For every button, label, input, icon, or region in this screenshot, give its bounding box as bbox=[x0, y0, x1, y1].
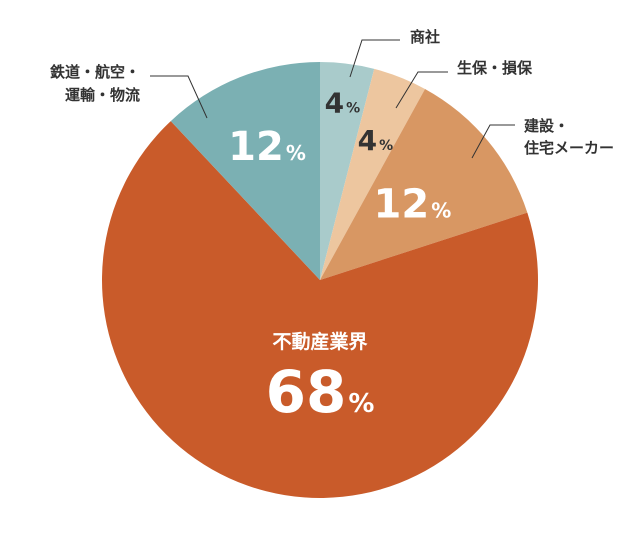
leader-line bbox=[395, 71, 448, 109]
pie-slice-3 bbox=[320, 88, 528, 280]
slice-value-number: 12 bbox=[374, 182, 430, 228]
slice-category-label: 鉄道・航空・ bbox=[50, 63, 140, 81]
leader-lines bbox=[150, 39, 515, 159]
slice-value-label: 4% bbox=[358, 124, 394, 157]
slice-category-label: 商社 bbox=[410, 28, 440, 46]
pie-labels: 4 % 商社 4 % 生保・損保 12 % 建設・住宅メーカー 68% 不動産業界 12 % 鉄道・航空・… bbox=[50, 28, 614, 426]
slice-category-label: 住宅メーカー bbox=[524, 139, 614, 157]
slice-value-number: 4 bbox=[358, 124, 377, 157]
slice-category-label: 生保・損保 bbox=[457, 59, 533, 77]
slice-value-label: 4% bbox=[325, 86, 361, 119]
slice-value-unit: % bbox=[379, 138, 393, 154]
slice-value-unit: % bbox=[348, 389, 374, 419]
leader-line bbox=[471, 124, 515, 159]
pie-slice-5 bbox=[170, 62, 320, 280]
slice-value-label: 68% bbox=[266, 358, 375, 426]
slice-value-number: 4 bbox=[325, 86, 344, 119]
slice-value-label: 12% bbox=[374, 182, 452, 228]
pie-slices bbox=[101, 62, 538, 498]
slice-value-unit: % bbox=[286, 141, 306, 165]
slice-category-label: 不動産業界 bbox=[272, 330, 367, 353]
pie-slice-1 bbox=[320, 62, 375, 280]
leader-line bbox=[150, 75, 208, 119]
pie-slice-2 bbox=[320, 68, 426, 280]
leader-line bbox=[349, 39, 400, 78]
slice-category-label: 建設・ bbox=[524, 117, 569, 135]
slice-value-unit: % bbox=[346, 100, 360, 116]
slice-value-unit: % bbox=[431, 199, 451, 223]
slice-value-number: 12 bbox=[228, 124, 284, 170]
slice-value-number: 68 bbox=[266, 358, 347, 426]
pie-slice-4 bbox=[101, 121, 538, 498]
slice-category-label: 運輸・物流 bbox=[65, 86, 140, 104]
slice-value-label: 12% bbox=[228, 124, 306, 170]
